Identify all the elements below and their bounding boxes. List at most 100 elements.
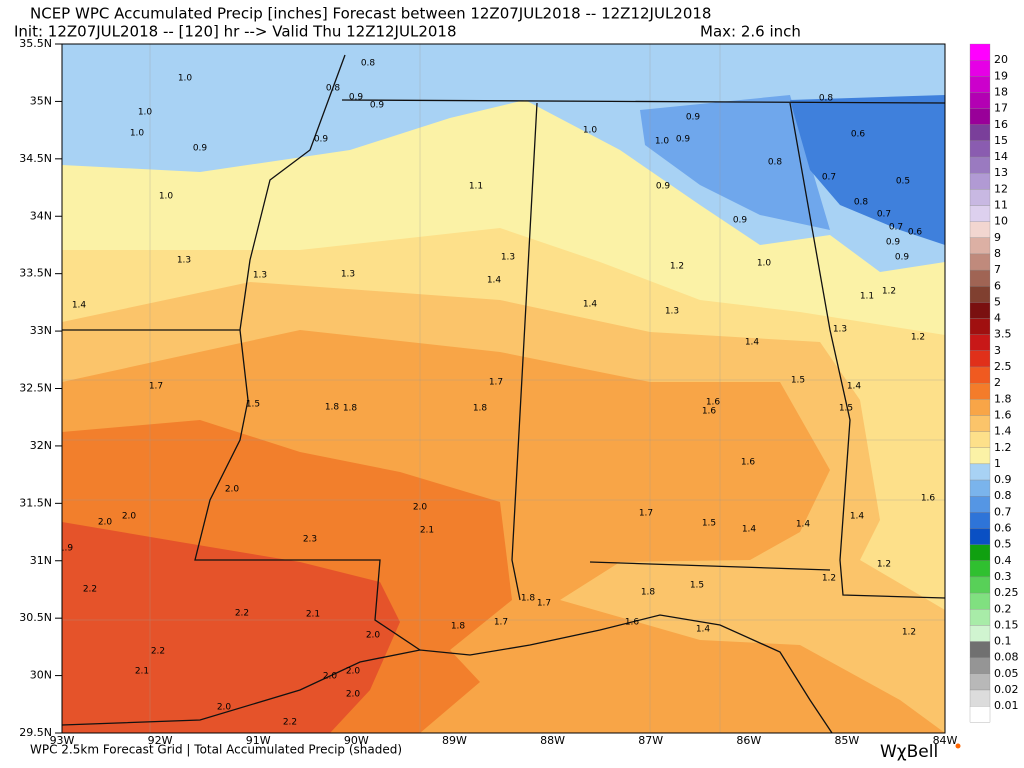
map-value-label: 2.3 <box>303 535 317 545</box>
map-value-label: 0.9 <box>733 216 748 226</box>
map-value-label: 1.8 <box>641 588 656 598</box>
map-value-label: 1.6 <box>706 398 721 408</box>
map-value-label: 0.5 <box>896 177 910 187</box>
map-value-label: 1.5 <box>791 376 805 386</box>
colorbar-label: 3.5 <box>994 328 1012 341</box>
map-value-label: 1.4 <box>487 276 502 286</box>
colorbar-swatch <box>969 415 991 432</box>
map-value-label: 2.2 <box>151 647 165 657</box>
map-value-label: 1.6 <box>625 618 640 628</box>
state-border <box>511 102 538 601</box>
map-value-label: 1.2 <box>877 560 891 570</box>
colorbar-swatch <box>969 221 991 238</box>
map-value-label: 1.0 <box>583 126 598 136</box>
lon-label: 85W <box>834 734 859 747</box>
map-value-label: 1.4 <box>847 382 862 392</box>
map-value-label: 0.9 <box>314 135 329 145</box>
colorbar-swatch <box>969 156 991 174</box>
map-value-label: 2.0 <box>98 518 113 528</box>
colorbar-label: 12 <box>994 182 1008 195</box>
lat-label: 35.5N <box>19 37 52 50</box>
colorbar-label: 19 <box>994 69 1008 82</box>
colorbar-label: 18 <box>994 85 1008 98</box>
lat-label: 34.5N <box>19 152 52 165</box>
colorbar-swatch <box>969 592 991 610</box>
map-value-label: 1.0 <box>178 74 193 84</box>
lon-label: 93W <box>50 734 75 747</box>
map-value-label: 1.4 <box>850 512 865 522</box>
lat-label: 31N <box>30 554 52 567</box>
map-value-label: 1.6 <box>741 458 756 468</box>
map-value-label: 0.9 <box>686 113 701 123</box>
colorbar-swatch <box>969 657 991 675</box>
map-value-label: 0.7 <box>822 173 836 183</box>
map-value-label: 2.2 <box>283 718 297 728</box>
colorbar-swatch <box>969 706 991 723</box>
colorbar-label: 11 <box>994 199 1008 212</box>
map-value-label: 1.5 <box>690 581 704 591</box>
colorbar-swatch <box>969 576 991 594</box>
colorbar-label: 0.1 <box>994 635 1012 648</box>
colorbar-label: 1.4 <box>994 425 1012 438</box>
map-value-label: 1.2 <box>911 333 925 343</box>
lat-label: 34N <box>30 209 52 222</box>
map-value-label: 1.0 <box>757 259 772 269</box>
map-value-label: 2.2 <box>235 609 249 619</box>
colorbar-label: 1.8 <box>994 392 1012 405</box>
map-value-label: 1.3 <box>341 270 355 280</box>
map-value-label: 1.8 <box>473 404 488 414</box>
colorbar-swatch <box>969 479 991 497</box>
map-value-label: 0.8 <box>768 158 783 168</box>
colorbar-label: 2.5 <box>994 360 1012 373</box>
map-value-label: 0.9 <box>676 135 691 145</box>
lon-label: 89W <box>442 734 467 747</box>
map-value-label: 0.9 <box>656 182 671 192</box>
lon-label: 84W <box>933 734 958 747</box>
map: 1.0 0.8 0.8 0.9 0.9 0.8 1.0 1.0 0.9 0.9 1.0 1.0 0.9 0… <box>62 44 945 733</box>
colorbar-label: 0.3 <box>994 570 1012 583</box>
shade <box>790 95 945 245</box>
map-value-label: 2.0 <box>346 667 361 677</box>
map-value-label: 2.1 <box>420 526 434 536</box>
map-value-label: 2.0 <box>217 703 232 713</box>
colorbar-label: 0.7 <box>994 505 1012 518</box>
colorbar-swatch <box>969 92 991 109</box>
map-value-label: 1.0 <box>130 129 145 139</box>
map-value-label: 1.0 <box>159 192 174 202</box>
map-value-label: 1.4 <box>696 625 711 635</box>
map-value-label: 0.8 <box>819 94 834 104</box>
map-value-label: 1.3 <box>177 256 191 266</box>
lat-label: 29.5N <box>19 726 52 739</box>
colorbar-swatch <box>969 447 991 465</box>
map-value-label: 2.0 <box>225 485 240 495</box>
colorbar-label: 1 <box>994 457 1001 470</box>
colorbar-label: 0.4 <box>994 554 1012 567</box>
colorbar-label: 0.9 <box>994 473 1012 486</box>
colorbar-swatch <box>969 334 991 352</box>
map-value-label: 1.3 <box>665 307 679 317</box>
map-value-label: 1.6 <box>702 407 717 417</box>
lon-label: 86W <box>736 734 761 747</box>
map-value-label: 2.0 <box>323 672 338 682</box>
lon-label: 90W <box>344 734 369 747</box>
map-value-label: 0.9 <box>895 253 910 263</box>
shade <box>62 522 400 733</box>
state-border <box>341 99 945 104</box>
map-value-label: 2.2 <box>83 585 97 595</box>
colorbar-swatch <box>969 350 991 368</box>
county-lines <box>62 44 945 733</box>
colorbar-label: 20 <box>994 53 1008 66</box>
map-value-label: 0.8 <box>326 84 341 94</box>
map-value-label: 1.8 <box>343 404 358 414</box>
title-line1: NCEP WPC Accumulated Precip [inches] For… <box>30 5 711 23</box>
lat-label: 35N <box>30 94 52 107</box>
colorbar-swatch <box>969 544 991 561</box>
map-value-label: 0.7 <box>877 210 891 220</box>
colorbar-label: 15 <box>994 134 1008 147</box>
map-value-label: 0.6 <box>851 130 866 140</box>
colorbar-label: 0.25 <box>994 586 1019 599</box>
map-value-label: 2.0 <box>122 512 137 522</box>
state-border <box>789 102 945 599</box>
state-border <box>589 561 831 571</box>
colorbar-swatch <box>969 641 991 658</box>
